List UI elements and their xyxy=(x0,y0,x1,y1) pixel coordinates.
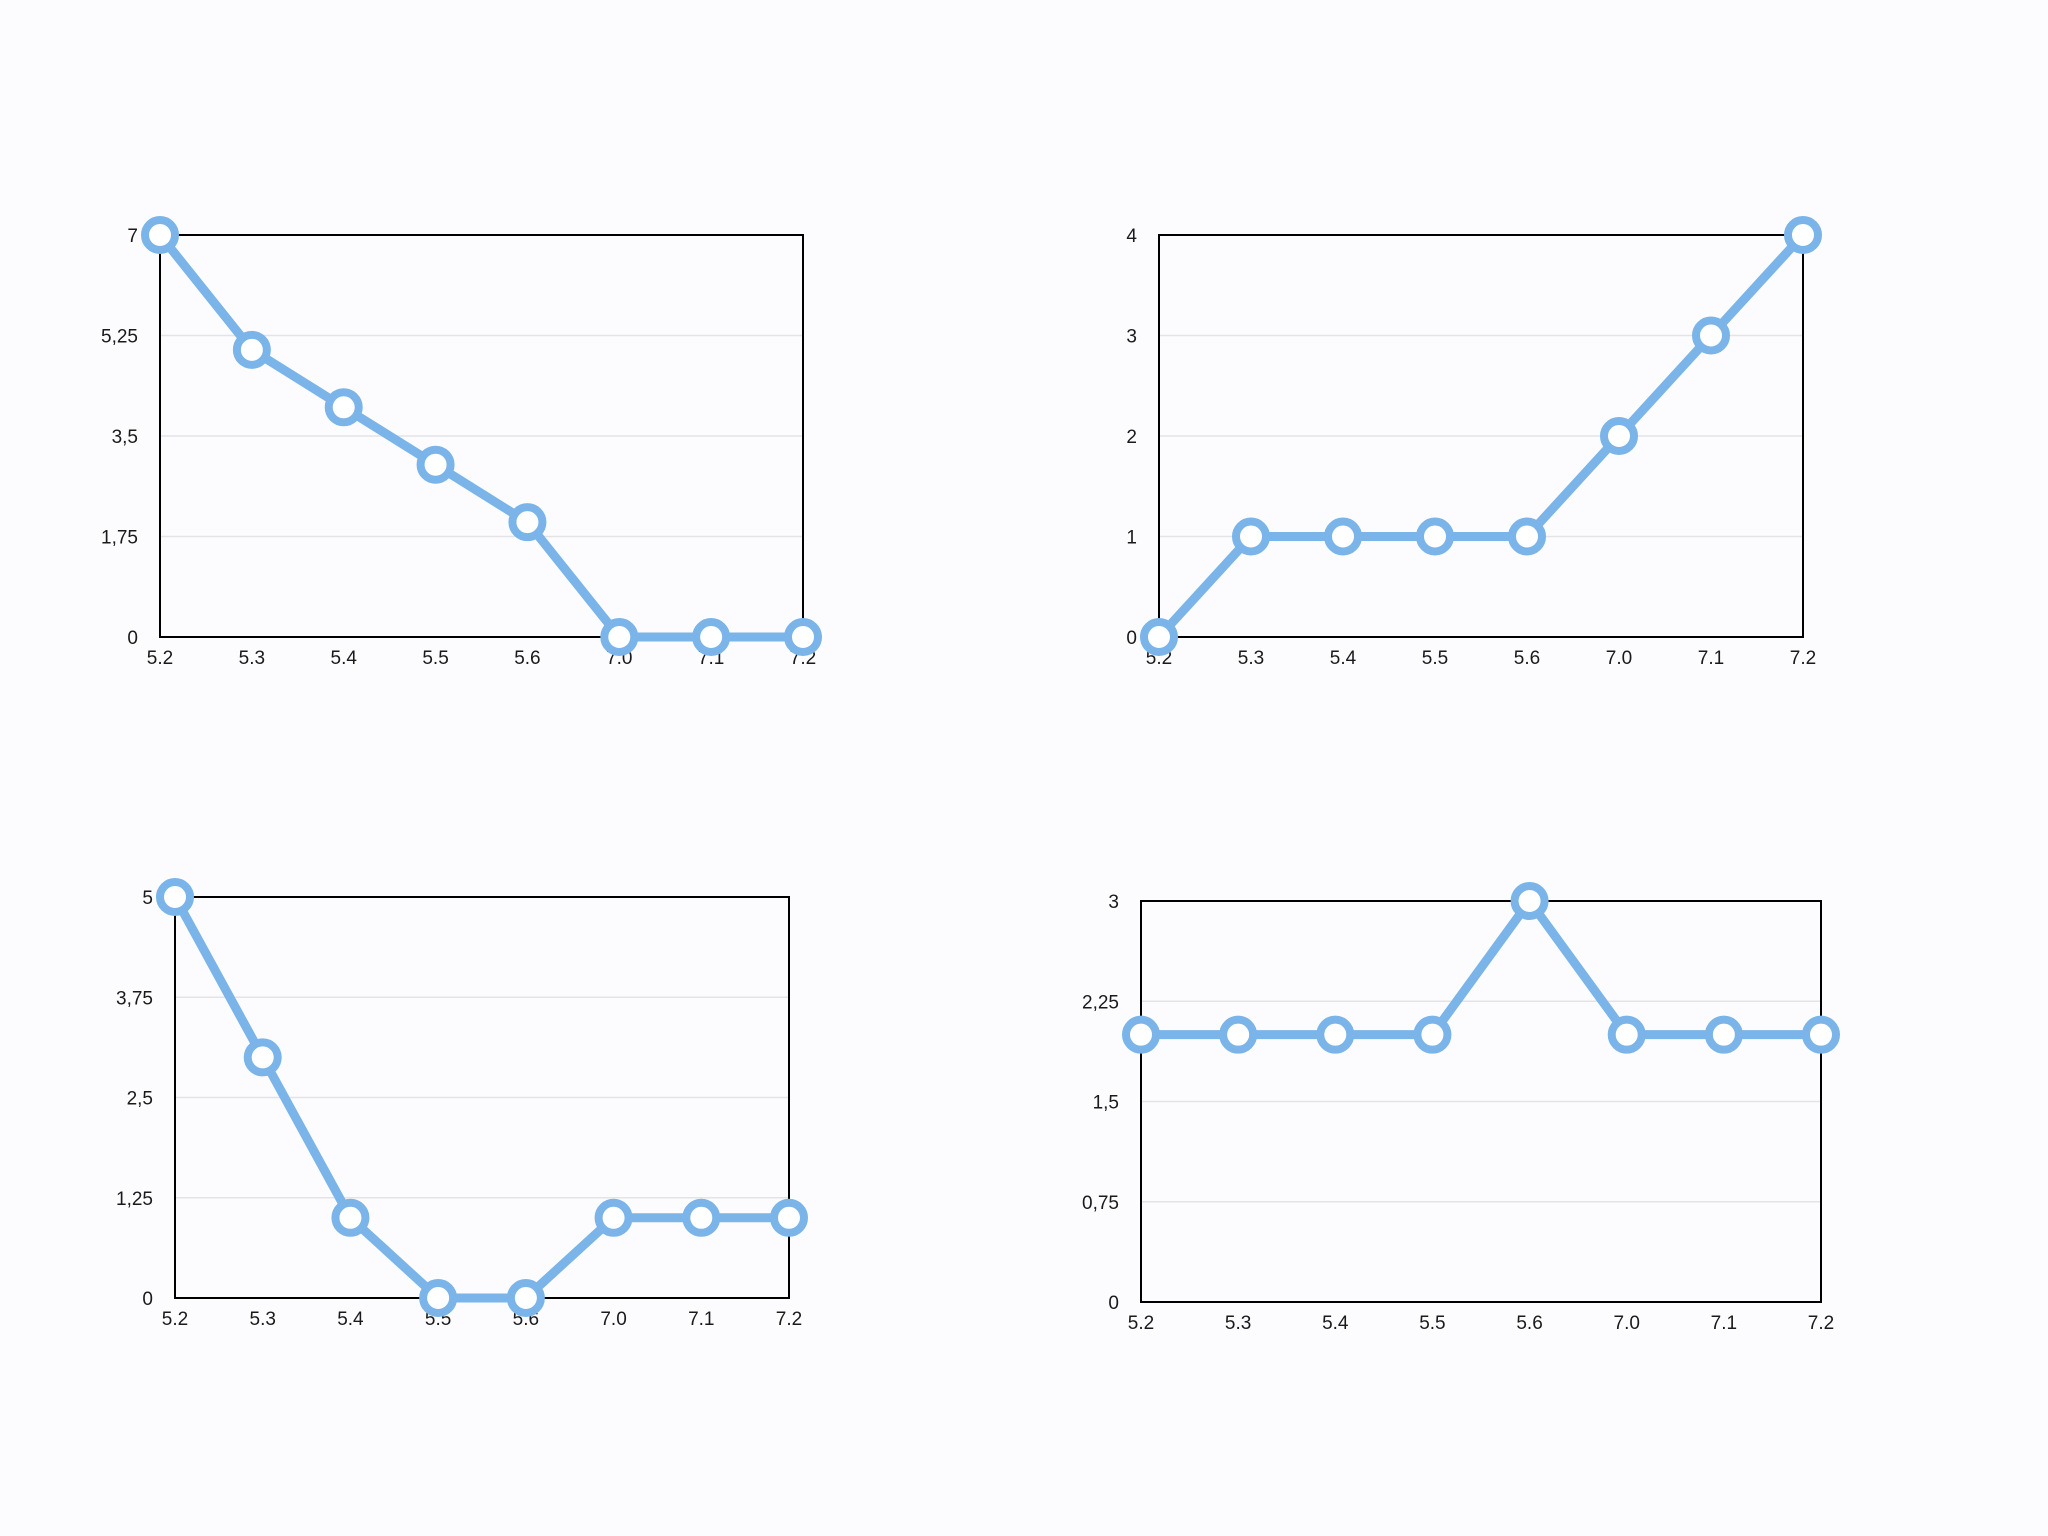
data-point xyxy=(682,1198,721,1237)
x-tick-label: 5.3 xyxy=(250,1309,276,1330)
data-point xyxy=(1692,316,1730,355)
data-point xyxy=(232,330,271,369)
data-point xyxy=(416,445,455,484)
data-point xyxy=(243,1038,282,1077)
y-tick-label: 0 xyxy=(1126,628,1137,649)
line-chart-bottom-right: 0 0,75 1,5 2,25 3 5.2 5.3 5.4 5.5 5.6 7.0 7.1 7.2 xyxy=(1082,882,1840,1334)
data-point xyxy=(508,503,547,542)
y-tick-label: 2,25 xyxy=(1082,992,1119,1013)
y-tick-label: 1,5 xyxy=(1093,1093,1119,1114)
x-tick-label: 7.1 xyxy=(1711,1313,1737,1334)
data-point xyxy=(1416,517,1454,556)
x-tick-label: 5.2 xyxy=(162,1309,188,1330)
y-tick-label: 2 xyxy=(1126,427,1137,448)
y-tick-label: 7 xyxy=(127,226,138,247)
data-point xyxy=(1316,1015,1355,1054)
plot-frame xyxy=(1158,234,1804,638)
x-tick-label: 5.5 xyxy=(422,648,448,669)
data-point xyxy=(1704,1015,1743,1054)
x-tick-label: 5.2 xyxy=(147,648,173,669)
data-point xyxy=(770,1198,808,1237)
data-point xyxy=(1140,618,1178,656)
data-point xyxy=(1324,517,1362,556)
y-tick-label: 0 xyxy=(142,1289,153,1310)
data-point xyxy=(156,878,194,916)
x-tick-label: 5.6 xyxy=(514,648,540,669)
x-tick-label: 5.4 xyxy=(337,1309,364,1330)
data-point xyxy=(1219,1015,1258,1054)
y-tick-label: 2,5 xyxy=(127,1089,153,1110)
data-point xyxy=(1122,1015,1160,1054)
y-tick-label: 1,75 xyxy=(101,528,138,549)
x-tick-label: 7.0 xyxy=(600,1309,626,1330)
y-tick-label: 3 xyxy=(1108,892,1119,913)
y-tick-label: 5 xyxy=(142,888,153,909)
data-point xyxy=(1508,517,1546,556)
x-tick-label: 5.2 xyxy=(1128,1313,1154,1334)
data-point xyxy=(784,618,822,656)
data-point xyxy=(324,388,363,427)
y-tick-label: 3,75 xyxy=(116,988,153,1009)
series-line xyxy=(1136,896,1826,1040)
data-point xyxy=(1784,216,1822,254)
data-point xyxy=(1607,1015,1646,1054)
plot-frame xyxy=(159,234,804,638)
x-tick-label: 7.2 xyxy=(1808,1313,1834,1334)
x-tick-label: 5.3 xyxy=(1225,1313,1251,1334)
x-tick-label: 5.5 xyxy=(1419,1313,1445,1334)
y-tick-label: 1,25 xyxy=(116,1189,153,1210)
data-point xyxy=(419,1279,458,1317)
x-tick-label: 5.6 xyxy=(1514,648,1540,669)
data-point xyxy=(331,1198,370,1237)
data-point xyxy=(1510,882,1549,920)
x-tick-label: 5.5 xyxy=(1422,648,1448,669)
data-point xyxy=(1413,1015,1452,1054)
y-tick-label: 1 xyxy=(1126,528,1137,549)
x-tick-label: 7.1 xyxy=(688,1309,714,1330)
y-tick-label: 0 xyxy=(127,628,138,649)
x-tick-label: 7.2 xyxy=(1790,648,1816,669)
y-tick-label: 3 xyxy=(1126,327,1137,348)
x-tick-label: 5.3 xyxy=(239,648,265,669)
x-tick-label: 7.0 xyxy=(1614,1313,1640,1334)
data-point xyxy=(1232,517,1270,556)
data-point xyxy=(141,216,179,254)
x-tick-label: 5.4 xyxy=(331,648,358,669)
data-point xyxy=(594,1198,633,1237)
x-tick-label: 7.1 xyxy=(1698,648,1724,669)
y-tick-label: 0,75 xyxy=(1082,1193,1119,1214)
data-point xyxy=(600,618,639,656)
x-tick-label: 5.6 xyxy=(1516,1313,1542,1334)
x-tick-label: 7.2 xyxy=(776,1309,802,1330)
y-tick-label: 3,5 xyxy=(112,427,138,448)
x-tick-label: 5.4 xyxy=(1330,648,1357,669)
plot-frame xyxy=(1140,900,1822,1303)
y-tick-label: 4 xyxy=(1126,226,1137,247)
y-tick-label: 5,25 xyxy=(101,327,138,348)
x-tick-label: 5.4 xyxy=(1322,1313,1349,1334)
data-point xyxy=(1802,1015,1840,1054)
data-point xyxy=(506,1279,545,1317)
x-tick-label: 7.0 xyxy=(1606,648,1632,669)
y-tick-label: 0 xyxy=(1108,1293,1119,1314)
data-point xyxy=(1600,417,1638,455)
x-tick-label: 5.3 xyxy=(1238,648,1264,669)
data-point xyxy=(692,618,731,656)
